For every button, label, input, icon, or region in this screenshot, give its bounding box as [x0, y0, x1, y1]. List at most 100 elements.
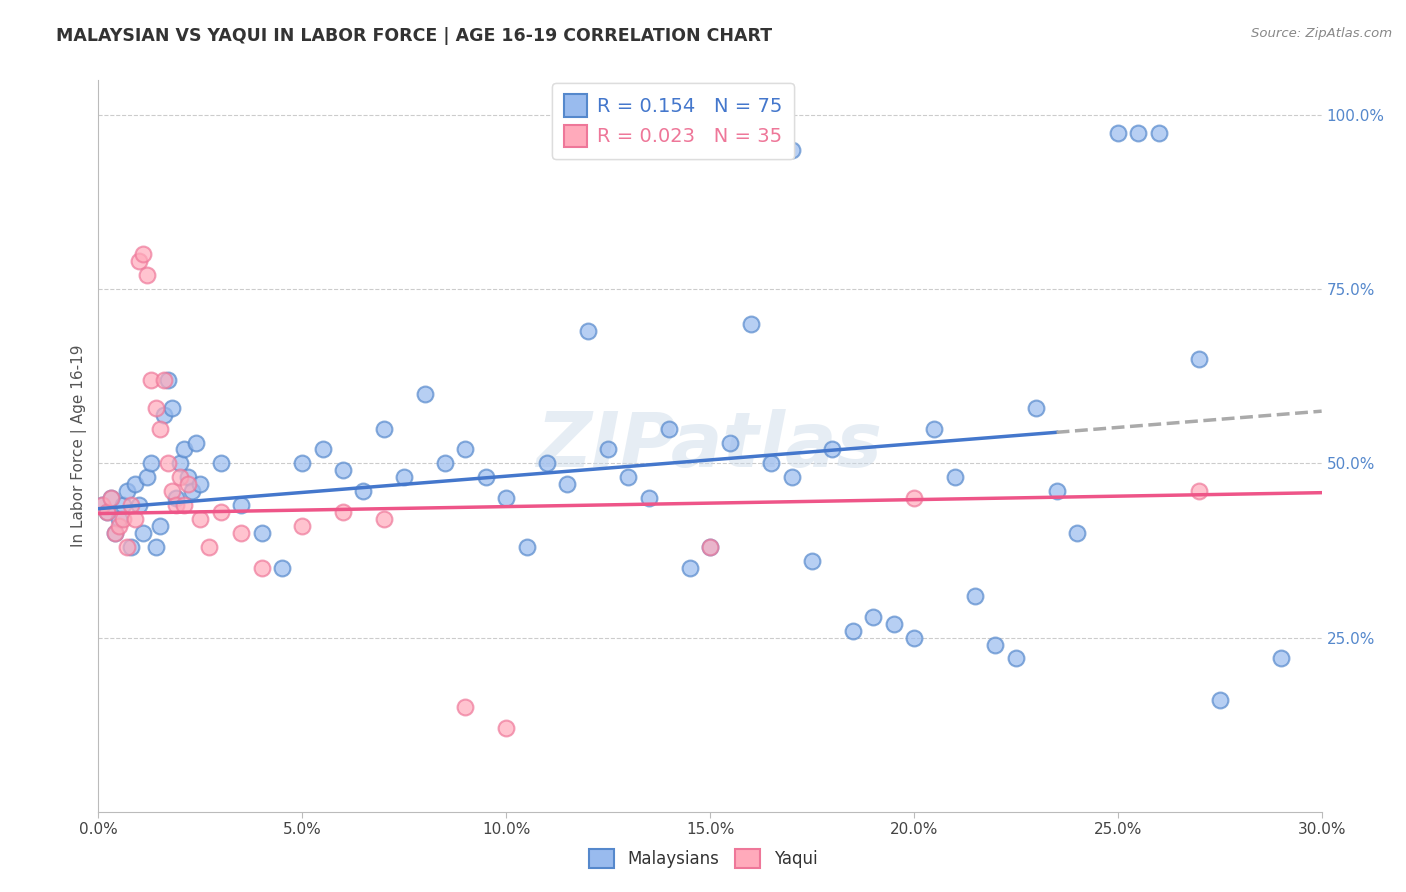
Point [740, 317, 762, 331]
Point [1188, 351, 1211, 366]
Point [136, 470, 159, 484]
Point [197, 540, 219, 554]
Point [699, 540, 721, 554]
Point [111, 512, 134, 526]
Point [169, 470, 191, 484]
Point [312, 442, 335, 457]
Text: ZIPatlas: ZIPatlas [537, 409, 883, 483]
Legend: Malaysians, Yaqui: Malaysians, Yaqui [582, 842, 824, 875]
Point [188, 477, 212, 491]
Point [720, 435, 742, 450]
Point [96, 505, 118, 519]
Point [115, 540, 138, 554]
Point [638, 491, 661, 506]
Point [128, 254, 150, 268]
Point [1066, 526, 1088, 541]
Point [1107, 126, 1129, 140]
Point [141, 373, 163, 387]
Point [291, 457, 314, 471]
Point [156, 457, 179, 471]
Point [181, 484, 204, 499]
Point [177, 477, 200, 491]
Point [115, 484, 138, 499]
Point [965, 589, 987, 603]
Text: Source: ZipAtlas.com: Source: ZipAtlas.com [1251, 27, 1392, 40]
Point [474, 470, 498, 484]
Point [454, 700, 477, 714]
Point [291, 519, 314, 533]
Point [761, 457, 783, 471]
Point [821, 442, 844, 457]
Point [332, 505, 354, 519]
Point [434, 457, 457, 471]
Point [124, 477, 146, 491]
Point [160, 401, 183, 415]
Point [1128, 126, 1150, 140]
Point [598, 442, 620, 457]
Point [209, 457, 232, 471]
Point [903, 631, 925, 645]
Point [96, 505, 118, 519]
Point [124, 512, 146, 526]
Y-axis label: In Labor Force | Age 16-19: In Labor Force | Age 16-19 [72, 344, 87, 548]
Point [1270, 651, 1292, 665]
Point [145, 401, 167, 415]
Point [186, 435, 208, 450]
Point [152, 408, 174, 422]
Point [1209, 693, 1232, 707]
Point [658, 421, 681, 435]
Point [120, 498, 142, 512]
Point [149, 519, 172, 533]
Point [250, 526, 273, 541]
Point [679, 561, 702, 575]
Point [132, 526, 155, 541]
Point [883, 616, 905, 631]
Point [270, 561, 294, 575]
Point [780, 143, 803, 157]
Point [1004, 651, 1026, 665]
Point [132, 247, 155, 261]
Point [152, 373, 174, 387]
Point [352, 484, 374, 499]
Point [173, 498, 195, 512]
Point [100, 491, 122, 506]
Point [104, 526, 127, 541]
Point [231, 498, 253, 512]
Point [169, 457, 191, 471]
Point [576, 324, 599, 338]
Point [495, 491, 517, 506]
Point [108, 512, 131, 526]
Point [1147, 126, 1170, 140]
Point [173, 442, 195, 457]
Point [332, 463, 354, 477]
Point [495, 721, 517, 735]
Point [557, 477, 579, 491]
Point [177, 470, 200, 484]
Point [128, 498, 150, 512]
Point [100, 491, 122, 506]
Legend: R = 0.154   N = 75, R = 0.023   N = 35: R = 0.154 N = 75, R = 0.023 N = 35 [553, 83, 794, 159]
Point [699, 540, 721, 554]
Point [250, 561, 273, 575]
Point [156, 373, 179, 387]
Point [801, 554, 824, 568]
Point [165, 498, 187, 512]
Point [209, 505, 232, 519]
Point [922, 421, 945, 435]
Point [231, 526, 253, 541]
Point [108, 519, 131, 533]
Point [392, 470, 416, 484]
Point [516, 540, 538, 554]
Text: MALAYSIAN VS YAQUI IN LABOR FORCE | AGE 16-19 CORRELATION CHART: MALAYSIAN VS YAQUI IN LABOR FORCE | AGE … [56, 27, 772, 45]
Point [149, 421, 172, 435]
Point [120, 540, 142, 554]
Point [984, 638, 1007, 652]
Point [454, 442, 477, 457]
Point [373, 512, 395, 526]
Point [903, 491, 925, 506]
Point [188, 512, 212, 526]
Point [165, 491, 187, 506]
Point [943, 470, 966, 484]
Point [862, 609, 884, 624]
Point [617, 470, 640, 484]
